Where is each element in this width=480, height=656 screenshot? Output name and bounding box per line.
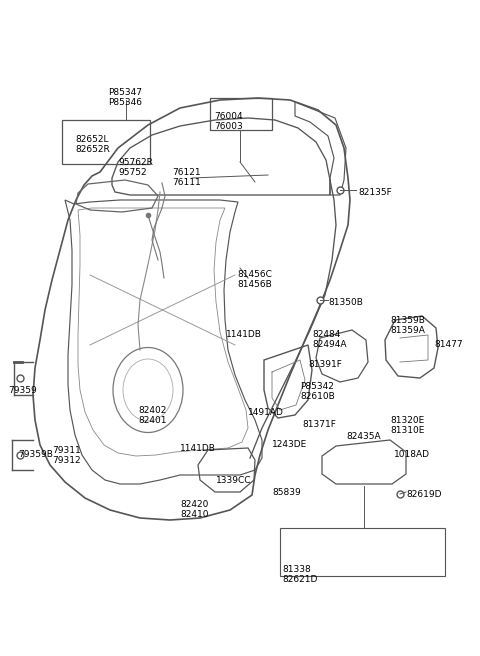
Text: 81350B: 81350B [328, 298, 363, 307]
Text: 81477: 81477 [434, 340, 463, 349]
Text: 95762R
95752: 95762R 95752 [118, 158, 153, 177]
Text: 79359B: 79359B [18, 450, 53, 459]
Text: 1018AD: 1018AD [394, 450, 430, 459]
Text: 81371F: 81371F [302, 420, 336, 429]
Text: 81320E
81310E: 81320E 81310E [390, 416, 424, 436]
Text: 76004
76003: 76004 76003 [214, 112, 243, 131]
Text: P85342
82610B: P85342 82610B [300, 382, 335, 401]
Bar [62, 120, 150, 164]
Text: 81338
82621D: 81338 82621D [282, 565, 317, 584]
Text: 82652L
82652R: 82652L 82652R [75, 135, 110, 154]
Text: 82484
82494A: 82484 82494A [312, 330, 347, 350]
Text: 85839: 85839 [272, 488, 301, 497]
Bar [210, 98, 272, 130]
Text: 81456C
81456B: 81456C 81456B [237, 270, 272, 289]
Bar [280, 528, 445, 576]
Text: 82435A: 82435A [346, 432, 381, 441]
Text: 82420
82410: 82420 82410 [180, 500, 208, 520]
Text: 79311
79312: 79311 79312 [52, 446, 81, 465]
Text: 1141DB: 1141DB [180, 444, 216, 453]
Text: 79359: 79359 [8, 386, 37, 395]
Text: 1491AD: 1491AD [248, 408, 284, 417]
Text: 76121
76111: 76121 76111 [172, 168, 201, 188]
Text: 1243DE: 1243DE [272, 440, 307, 449]
Text: 82619D: 82619D [406, 490, 442, 499]
Text: 81359B
81359A: 81359B 81359A [390, 316, 425, 335]
Text: 82402
82401: 82402 82401 [138, 406, 167, 425]
Text: 81391F: 81391F [308, 360, 342, 369]
Text: 1141DB: 1141DB [226, 330, 262, 339]
Text: 82135F: 82135F [358, 188, 392, 197]
Text: P85347
P85346: P85347 P85346 [108, 88, 142, 108]
Text: 1339CC: 1339CC [216, 476, 252, 485]
